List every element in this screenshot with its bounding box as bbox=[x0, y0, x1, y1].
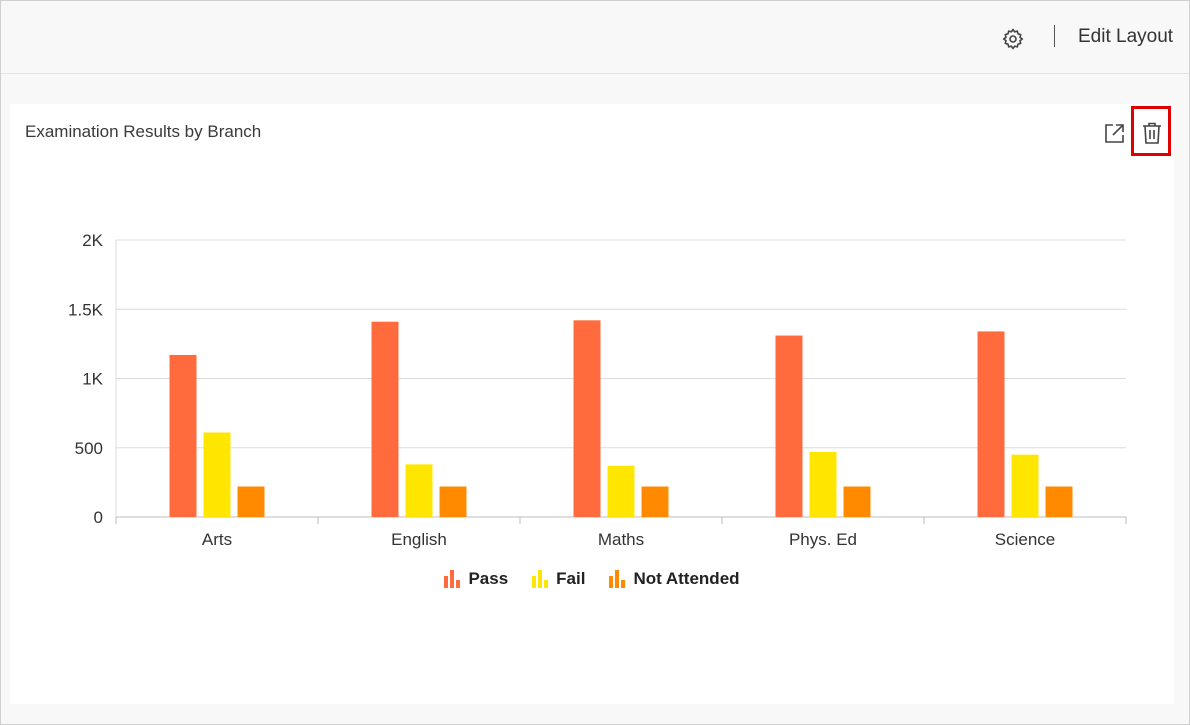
widget-title: Examination Results by Branch bbox=[25, 122, 262, 141]
legend-item-fail[interactable]: Fail bbox=[532, 569, 585, 589]
bar-pass-phys-ed[interactable] bbox=[775, 335, 803, 517]
x-tick-label: English bbox=[391, 530, 447, 549]
bar-chart-icon bbox=[444, 570, 461, 588]
bar-fail-maths[interactable] bbox=[607, 465, 635, 517]
legend-item-pass[interactable]: Pass bbox=[444, 569, 508, 589]
bar-not-attended-english[interactable] bbox=[439, 486, 467, 517]
trash-icon bbox=[1143, 122, 1161, 144]
legend-label: Not Attended bbox=[633, 569, 740, 588]
chart-legend: Pass Fail Not Attended bbox=[10, 569, 1174, 589]
bar-pass-maths[interactable] bbox=[573, 320, 601, 517]
bar-fail-arts[interactable] bbox=[203, 432, 231, 517]
chart-widget: Examination Results by Branch 0 500 1K 1.5K… bbox=[10, 104, 1174, 704]
edit-layout-button[interactable]: Edit Layout bbox=[1078, 26, 1174, 47]
delete-widget-button[interactable] bbox=[1131, 106, 1171, 156]
x-tick-label: Phys. Ed bbox=[789, 530, 857, 549]
bar-not-attended-arts[interactable] bbox=[237, 486, 265, 517]
bar-chart-icon bbox=[609, 570, 626, 588]
y-tick-label: 500 bbox=[75, 439, 103, 458]
bar-pass-science[interactable] bbox=[977, 331, 1005, 517]
bar-fail-english[interactable] bbox=[405, 464, 433, 517]
bar-not-attended-phys-ed[interactable] bbox=[843, 486, 871, 517]
bar-not-attended-science[interactable] bbox=[1045, 486, 1073, 517]
legend-item-not-attended[interactable]: Not Attended bbox=[609, 569, 740, 589]
toolbar-divider bbox=[1054, 25, 1055, 47]
y-tick-label: 1K bbox=[82, 370, 103, 389]
x-tick-label: Science bbox=[995, 530, 1055, 549]
external-link-icon[interactable] bbox=[1104, 122, 1126, 144]
bar-fail-science[interactable] bbox=[1011, 454, 1039, 517]
dashboard-toolbar: Edit Layout bbox=[1, 1, 1189, 74]
bar-not-attended-maths[interactable] bbox=[641, 486, 669, 517]
bar-chart-icon bbox=[532, 570, 549, 588]
bar-pass-english[interactable] bbox=[371, 321, 399, 517]
y-tick-label: 1.5K bbox=[68, 300, 104, 319]
x-tick-label: Maths bbox=[598, 530, 644, 549]
bar-chart: 0 500 1K 1.5K 2K Arts English Maths Phys. Ed Scie… bbox=[68, 231, 1127, 549]
legend-label: Pass bbox=[468, 569, 509, 588]
bar-fail-phys-ed[interactable] bbox=[809, 451, 837, 517]
y-tick-label: 0 bbox=[94, 508, 103, 527]
y-tick-label: 2K bbox=[82, 231, 103, 250]
x-tick-label: Arts bbox=[202, 530, 232, 549]
legend-label: Fail bbox=[556, 569, 586, 588]
bar-pass-arts[interactable] bbox=[169, 354, 197, 517]
gear-icon[interactable] bbox=[1001, 27, 1025, 51]
